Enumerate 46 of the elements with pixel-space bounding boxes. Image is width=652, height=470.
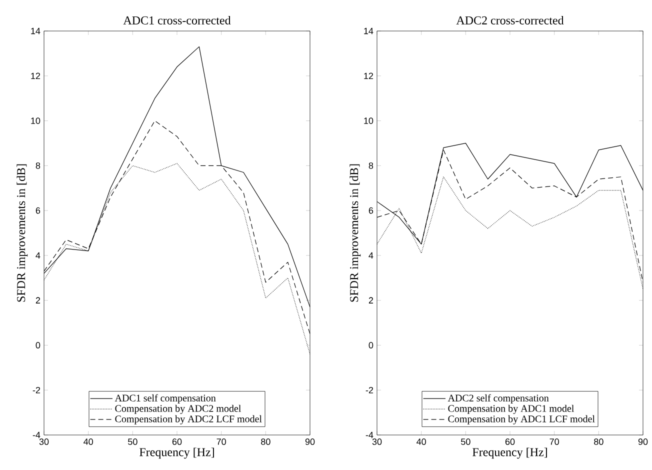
y-axis-title: SFDR improvements in [dB] [16,164,28,302]
y-tick-label: -4 [32,432,40,438]
y-tick-label: 4 [368,252,374,259]
chart-title: ADC1 cross-corrected [123,16,231,24]
y-tick-label: 14 [364,28,374,34]
y-axis-title: SFDR improvements in [dB] [350,164,361,302]
legend-label: ADC2 self compensation [448,394,549,404]
legend-label: Compensation by ADC2 model [115,404,241,414]
x-tick-label: 80 [261,438,270,445]
y-tick-label: 8 [36,162,40,169]
y-tick-label: 10 [31,118,40,124]
y-tick-label: 4 [36,252,40,259]
legend-label: Compensation by ADC1 model [448,404,574,414]
x-tick-label: 30 [39,438,49,445]
x-axis-title: Frequency [Hz] [140,448,214,459]
y-tick-label: 0 [368,342,374,348]
x-tick-label: 40 [84,438,93,445]
legend-label: Compensation by ADC2 LCF model [115,415,262,424]
y-tick-label: 2 [36,297,40,304]
x-tick-label: 70 [216,438,226,445]
y-tick-label: -2 [366,386,374,394]
y-tick-label: -2 [32,386,40,394]
y-tick-label: 12 [364,72,374,80]
x-tick-label: 50 [128,438,138,445]
y-tick-label: 8 [368,162,374,169]
x-tick-label: 80 [594,438,604,445]
legend-label: ADC1 self compensation [114,394,216,404]
x-tick-label: 60 [172,438,182,445]
x-tick-label: 90 [638,438,648,445]
x-tick-label: 70 [550,438,559,445]
x-axis-title: Frequency [Hz] [472,448,547,459]
y-tick-label: 0 [36,342,40,348]
y-tick-label: 2 [368,297,374,304]
y-tick-label: 12 [31,72,40,80]
x-tick-label: 40 [416,438,426,445]
y-tick-label: 10 [364,118,374,124]
y-tick-label: 14 [31,28,40,34]
y-tick-label: 6 [368,207,374,214]
x-tick-label: 90 [305,438,315,445]
chart-title: ADC2 cross-corrected [456,16,564,24]
y-tick-label: 6 [36,207,40,214]
x-tick-label: 50 [461,438,470,445]
x-tick-label: 60 [505,438,515,445]
legend-label: Compensation by ADC1 LCF model [448,415,595,424]
x-tick-label: 30 [372,438,382,445]
y-tick-label: -4 [366,432,374,438]
